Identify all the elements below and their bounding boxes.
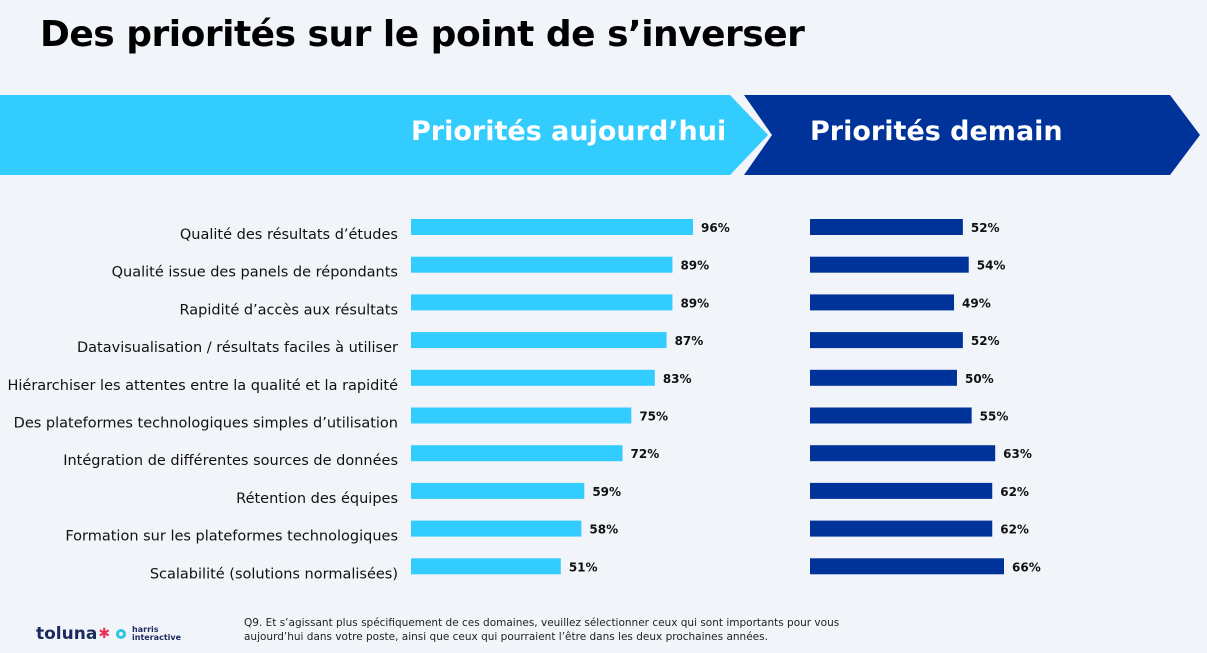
data-label-today: 87% xyxy=(675,334,704,348)
bar-today xyxy=(411,482,585,499)
bar-tomorrow xyxy=(810,256,969,273)
bar-today xyxy=(411,558,561,575)
category-label: Qualité des résultats d’études xyxy=(180,227,398,243)
page-title: Des priorités sur le point de s’inverser xyxy=(40,14,805,55)
bar-tomorrow xyxy=(810,294,955,311)
data-label-tomorrow: 55% xyxy=(980,410,1009,424)
category-label: Rétention des équipes xyxy=(236,491,398,507)
data-label-today: 89% xyxy=(680,259,709,273)
bar-today xyxy=(411,332,667,349)
footnote-line-2: aujourd’hui dans votre poste, ainsi que … xyxy=(244,631,768,643)
category-label: Qualité issue des panels de répondants xyxy=(112,265,398,281)
star-icon: ✱ xyxy=(98,626,111,642)
data-label-tomorrow: 66% xyxy=(1012,560,1041,574)
data-label-tomorrow: 62% xyxy=(1000,523,1029,537)
data-label-tomorrow: 63% xyxy=(1003,447,1032,461)
bar-tomorrow xyxy=(810,219,963,235)
bar-today xyxy=(411,256,673,273)
bar-today xyxy=(411,445,623,462)
data-label-tomorrow: 52% xyxy=(971,221,1000,235)
category-label: Intégration de différentes sources de do… xyxy=(63,453,398,469)
harris-ring-icon xyxy=(116,629,127,639)
category-label: Formation sur les plateformes technologi… xyxy=(65,529,398,545)
section-banner xyxy=(0,95,1207,175)
category-label: Datavisualisation / résultats faciles à … xyxy=(77,340,398,356)
banner-arrow-tomorrow xyxy=(744,95,1200,175)
banner-label-today: Priorités aujourd’hui xyxy=(411,116,727,147)
data-label-tomorrow: 52% xyxy=(971,334,1000,348)
banner-arrows xyxy=(0,95,1200,175)
banner-arrow-today xyxy=(0,95,768,175)
data-label-today: 89% xyxy=(680,296,709,310)
bar-tomorrow xyxy=(810,520,993,537)
harris-logo-text: harris interactive xyxy=(132,625,182,642)
banner-label-tomorrow: Priorités demain xyxy=(810,116,1063,147)
category-label: Scalabilité (solutions normalisées) xyxy=(150,566,398,582)
data-label-tomorrow: 50% xyxy=(965,372,994,386)
data-label-tomorrow: 49% xyxy=(962,296,991,310)
bar-tomorrow xyxy=(810,558,1004,575)
bar-today xyxy=(411,520,582,537)
data-label-today: 51% xyxy=(569,560,598,574)
category-label: Hiérarchiser les attentes entre la quali… xyxy=(7,378,398,394)
bar-tomorrow xyxy=(810,369,957,386)
bar-tomorrow xyxy=(810,332,963,349)
data-label-tomorrow: 62% xyxy=(1000,485,1029,499)
bar-today xyxy=(411,369,655,386)
data-label-today: 72% xyxy=(631,447,660,461)
category-label: Des plateformes technologiques simples d… xyxy=(14,416,398,432)
bar-today xyxy=(411,219,693,235)
data-label-tomorrow: 54% xyxy=(977,259,1006,273)
footnote-line-1: Q9. Et s’agissant plus spécifiquement de… xyxy=(244,617,840,629)
bar-tomorrow xyxy=(810,482,993,499)
bar-today xyxy=(411,294,673,311)
data-label-today: 58% xyxy=(589,523,618,537)
bar-tomorrow xyxy=(810,445,996,462)
data-label-today: 59% xyxy=(592,485,621,499)
data-label-today: 83% xyxy=(663,372,692,386)
bar-today xyxy=(411,407,632,424)
footnote: Q9. Et s’agissant plus spécifiquement de… xyxy=(244,616,884,644)
data-label-today: 75% xyxy=(639,410,668,424)
data-label-today: 96% xyxy=(701,221,730,235)
bar-tomorrow xyxy=(810,407,972,424)
brand-logo: toluna ✱ harris interactive xyxy=(36,622,181,646)
category-label: Rapidité d’accès aux résultats xyxy=(180,302,398,318)
toluna-logo-text: toluna xyxy=(36,624,98,644)
